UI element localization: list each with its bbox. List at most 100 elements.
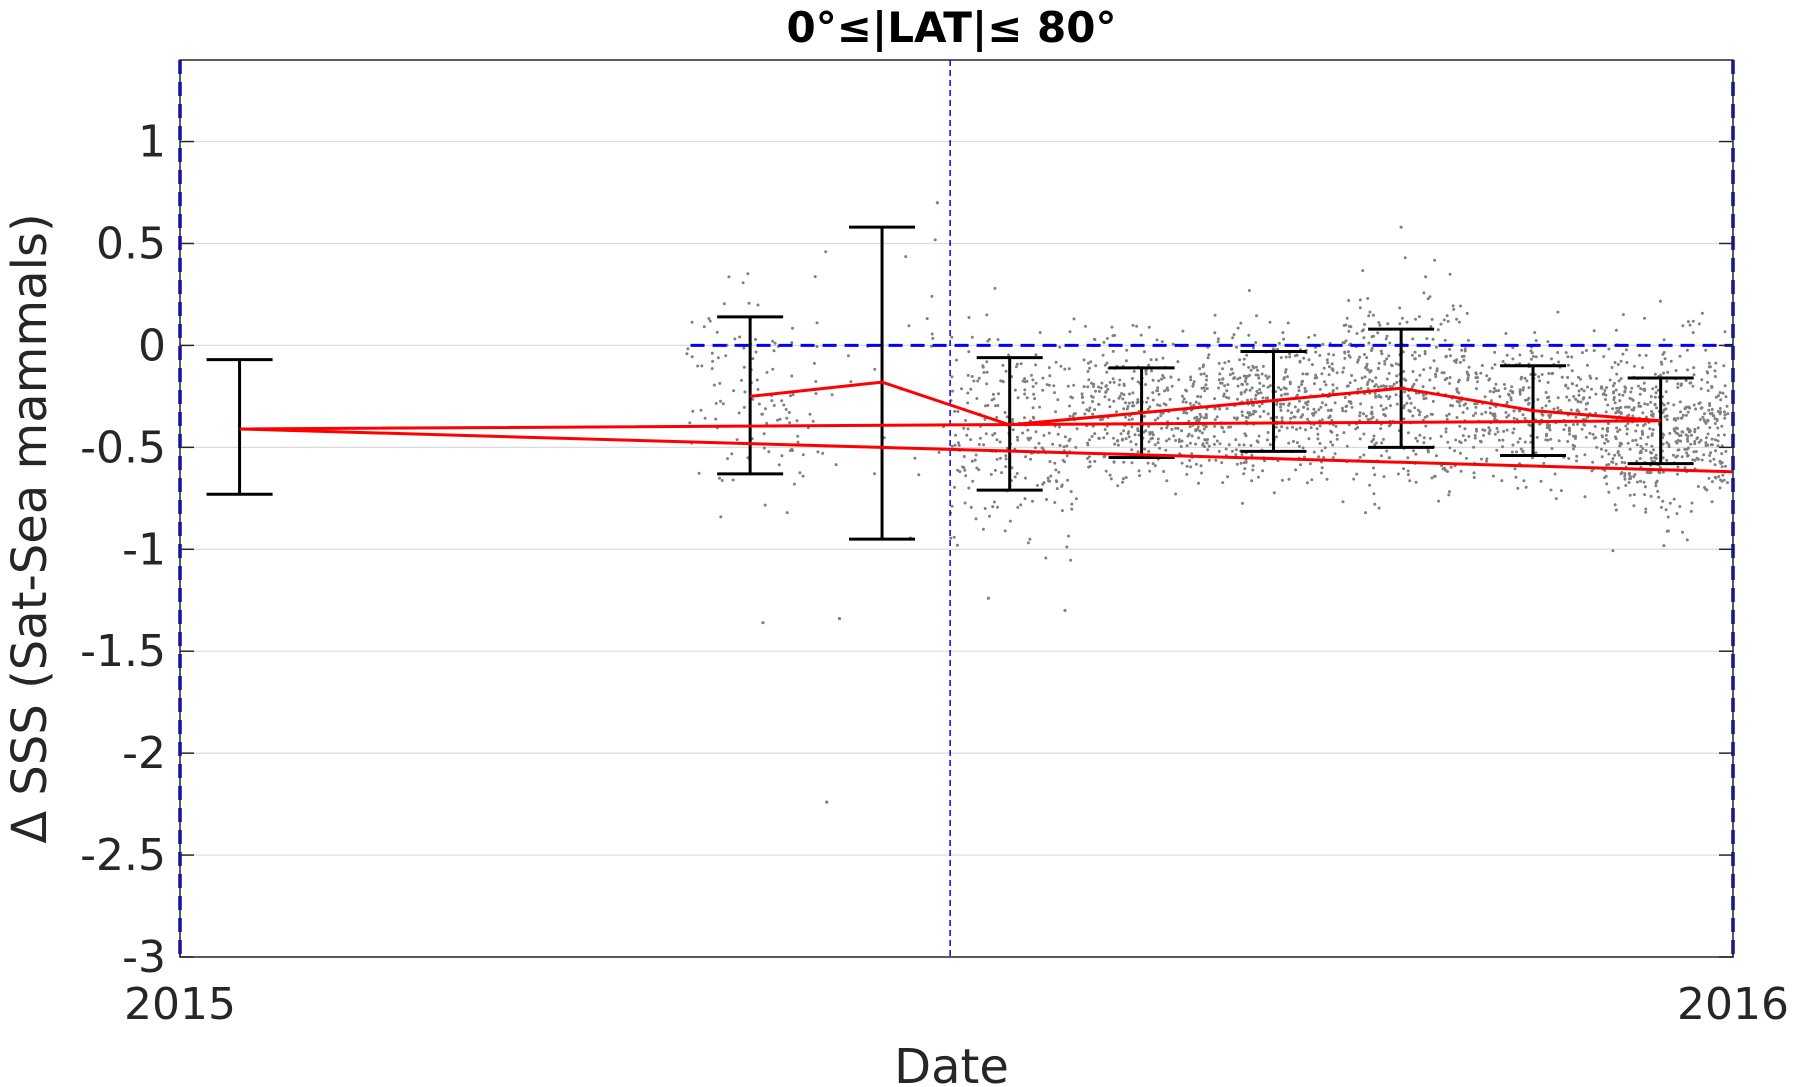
scatter-point (1359, 386, 1363, 390)
scatter-point (1502, 383, 1506, 386)
scatter-point (1704, 441, 1708, 445)
scatter-point (1723, 330, 1727, 334)
scatter-point (1724, 464, 1727, 468)
scatter-point (1207, 444, 1211, 448)
scatter-point (1221, 481, 1225, 485)
scatter-point (1170, 427, 1174, 431)
scatter-point (1697, 440, 1701, 444)
scatter-point (1613, 361, 1617, 364)
scatter-point (1394, 362, 1398, 366)
scatter-point (1641, 433, 1645, 436)
scatter-point (1320, 471, 1323, 475)
scatter-point (1661, 470, 1665, 474)
scatter-point (849, 380, 853, 384)
scatter-point (1446, 440, 1450, 444)
scatter-point (1417, 315, 1421, 319)
scatter-point (1225, 407, 1229, 411)
scatter-point (1566, 363, 1570, 367)
scatter-point (1145, 400, 1149, 404)
scatter-point (1303, 387, 1307, 390)
scatter-point (1314, 350, 1318, 354)
scatter-point (1188, 459, 1192, 462)
scatter-point (1387, 371, 1391, 375)
scatter-point (993, 431, 997, 435)
scatter-point (1156, 403, 1160, 407)
scatter-point (1408, 396, 1412, 400)
scatter-point (1395, 380, 1399, 384)
scatter-point (990, 398, 994, 402)
scatter-point (1457, 391, 1461, 395)
scatter-point (1163, 389, 1167, 393)
scatter-point (1678, 354, 1682, 358)
scatter-point (788, 421, 792, 425)
scatter-point (1699, 387, 1703, 391)
scatter-point (1318, 442, 1322, 445)
scatter-point (1372, 466, 1375, 470)
scatter-point (1124, 401, 1128, 405)
scatter-point (1557, 360, 1561, 364)
scatter-point (1231, 336, 1235, 340)
scatter-point (1528, 424, 1532, 427)
scatter-point (953, 443, 957, 447)
scatter-point (1225, 389, 1229, 393)
scatter-point (815, 321, 819, 325)
scatter-point (1010, 466, 1014, 470)
scatter-point (1180, 461, 1184, 465)
scatter-point (1716, 410, 1720, 413)
scatter-point (1056, 398, 1060, 402)
scatter-point (1111, 349, 1115, 353)
scatter-point (1523, 440, 1527, 444)
scatter-point (1251, 468, 1255, 472)
scatter-point (796, 434, 800, 438)
scatter-point (1131, 391, 1135, 395)
scatter-point (1249, 413, 1253, 417)
scatter-point (950, 444, 954, 448)
scatter-point (1715, 419, 1719, 422)
scatter-point (1303, 390, 1307, 394)
scatter-point (1618, 444, 1622, 448)
scatter-point (1540, 373, 1544, 376)
scatter-point (1130, 417, 1134, 421)
scatter-point (1706, 432, 1710, 436)
scatter-point (1584, 435, 1588, 439)
scatter-point (1518, 392, 1522, 396)
scatter-point (1023, 377, 1027, 381)
scatter-point (1540, 412, 1544, 416)
scatter-point (1463, 427, 1467, 431)
scatter-point (1218, 442, 1222, 446)
scatter-point (1590, 469, 1594, 473)
scatter-point (1331, 390, 1335, 394)
scatter-point (1511, 346, 1515, 350)
scatter-point (1274, 435, 1278, 439)
scatter-point (1200, 431, 1204, 435)
scatter-point (1501, 445, 1504, 449)
scatter-point (1026, 428, 1030, 432)
scatter-point (1617, 393, 1621, 397)
scatter-point (1134, 442, 1138, 446)
scatter-point (1056, 432, 1060, 436)
scatter-point (1604, 410, 1608, 414)
scatter-point (1121, 480, 1124, 484)
scatter-point (1723, 416, 1727, 420)
scatter-point (1172, 434, 1176, 438)
scatter-point (716, 356, 720, 360)
scatter-point (1087, 378, 1091, 382)
scatter-point (1693, 442, 1697, 446)
scatter-point (1007, 353, 1011, 357)
scatter-point (1566, 355, 1570, 359)
scatter-point (1377, 361, 1381, 365)
scatter-point (1127, 435, 1131, 439)
scatter-point (1443, 338, 1447, 342)
scatter-point (1247, 289, 1251, 292)
scatter-point (1678, 400, 1682, 404)
scatter-point (1127, 418, 1131, 422)
scatter-point (1637, 401, 1641, 405)
scatter-point (970, 375, 974, 378)
scatter-point (1094, 364, 1098, 368)
scatter-point (1088, 406, 1092, 410)
scatter-point (1538, 379, 1542, 383)
scatter-point (1621, 313, 1625, 317)
scatter-point (1290, 411, 1294, 415)
scatter-point (1716, 426, 1720, 430)
scatter-point (1411, 414, 1415, 418)
